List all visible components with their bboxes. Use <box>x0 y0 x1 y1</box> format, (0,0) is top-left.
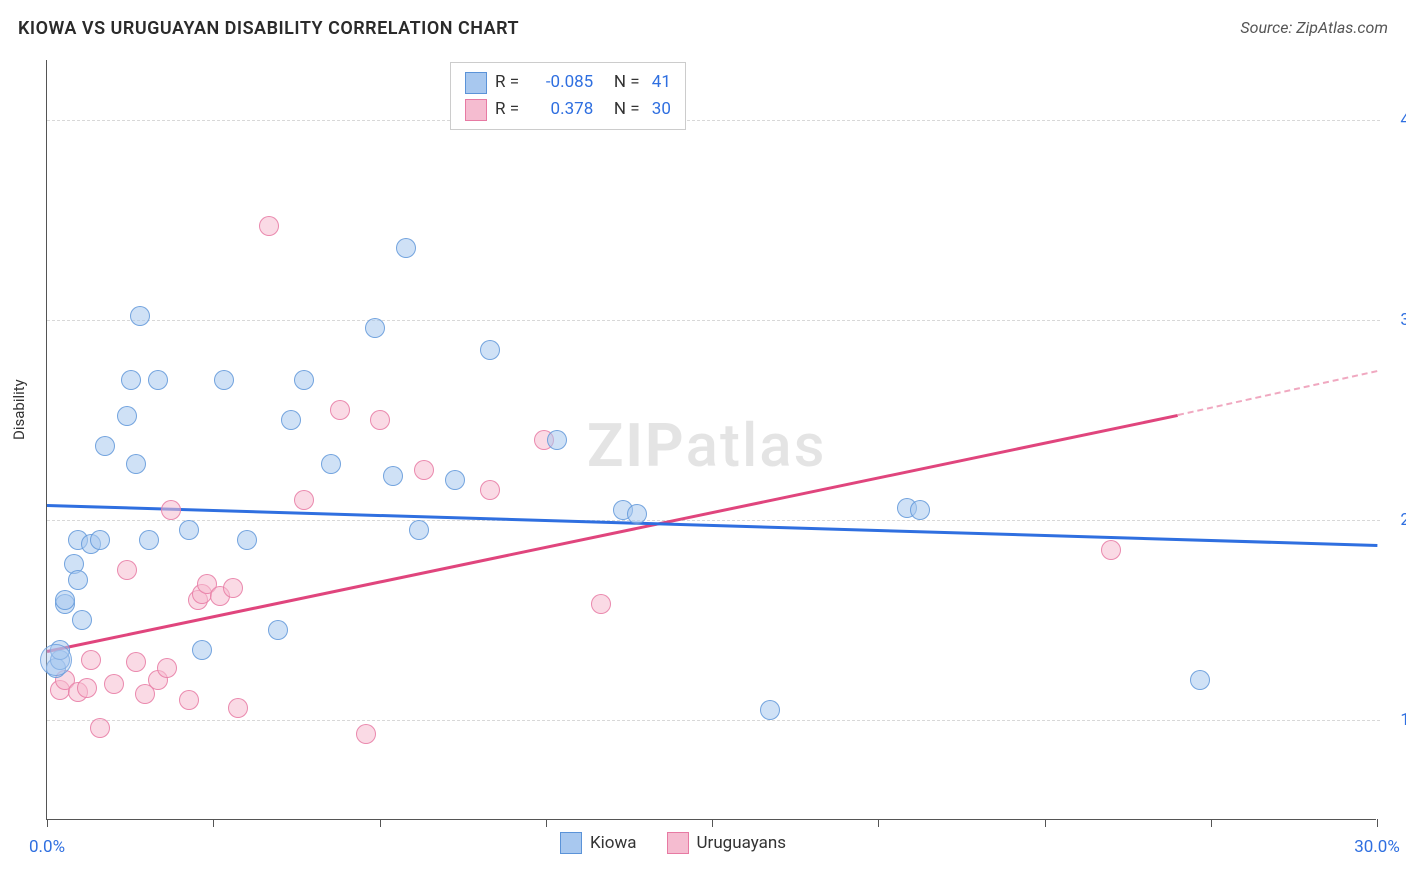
data-point-uruguayans <box>259 216 279 236</box>
x-tick-mark <box>213 819 214 827</box>
data-point-kiowa <box>179 520 199 540</box>
legend-swatch <box>465 72 487 94</box>
data-point-kiowa <box>480 340 500 360</box>
y-axis-label: Disability <box>10 379 28 440</box>
data-point-uruguayans <box>77 678 97 698</box>
x-tick-label: 30.0% <box>1354 837 1400 857</box>
y-tick-label: 40.0% <box>1386 110 1406 130</box>
x-tick-mark <box>47 819 48 827</box>
data-point-uruguayans <box>414 460 434 480</box>
x-tick-label: 0.0% <box>29 837 65 857</box>
data-point-kiowa <box>547 430 567 450</box>
data-point-kiowa <box>383 466 403 486</box>
data-point-kiowa <box>627 504 647 524</box>
legend-label: Kiowa <box>590 833 637 853</box>
data-point-uruguayans <box>370 410 390 430</box>
data-point-uruguayans <box>81 650 101 670</box>
data-point-kiowa <box>214 370 234 390</box>
data-point-uruguayans <box>90 718 110 738</box>
x-tick-mark <box>1377 819 1378 827</box>
gridline <box>47 120 1380 121</box>
data-point-uruguayans <box>179 690 199 710</box>
data-point-kiowa <box>409 520 429 540</box>
data-point-kiowa <box>55 590 75 610</box>
chart-header: KIOWA VS URUGUAYAN DISABILITY CORRELATIO… <box>18 18 1388 48</box>
data-point-uruguayans <box>126 652 146 672</box>
plot-area: ZIPatlas 10.0%20.0%30.0%40.0%0.0%30.0% <box>46 60 1376 820</box>
y-tick-label: 30.0% <box>1386 310 1406 330</box>
legend-swatch <box>560 832 582 854</box>
data-point-kiowa <box>1190 670 1210 690</box>
data-point-kiowa <box>294 370 314 390</box>
x-tick-mark <box>546 819 547 827</box>
data-point-kiowa <box>117 406 137 426</box>
data-point-uruguayans <box>480 480 500 500</box>
data-point-kiowa <box>148 370 168 390</box>
chart-title: KIOWA VS URUGUAYAN DISABILITY CORRELATIO… <box>18 18 519 39</box>
watermark: ZIPatlas <box>587 410 826 481</box>
data-point-kiowa <box>139 530 159 550</box>
data-point-kiowa <box>90 530 110 550</box>
data-point-kiowa <box>40 644 72 676</box>
x-tick-mark <box>1211 819 1212 827</box>
data-point-kiowa <box>365 318 385 338</box>
series-legend: Kiowa Uruguayans <box>560 832 786 854</box>
data-point-kiowa <box>281 410 301 430</box>
data-point-kiowa <box>95 436 115 456</box>
data-point-uruguayans <box>294 490 314 510</box>
data-point-kiowa <box>321 454 341 474</box>
data-point-kiowa <box>130 306 150 326</box>
data-point-uruguayans <box>117 560 137 580</box>
x-tick-mark <box>1045 819 1046 827</box>
data-point-uruguayans <box>228 698 248 718</box>
data-point-kiowa <box>126 454 146 474</box>
source-attribution: Source: ZipAtlas.com <box>1240 18 1388 37</box>
data-point-kiowa <box>72 610 92 630</box>
x-tick-mark <box>878 819 879 827</box>
gridline <box>47 720 1380 721</box>
stats-row: R = -0.085 N = 41 <box>465 69 671 96</box>
data-point-kiowa <box>192 640 212 660</box>
data-point-uruguayans <box>223 578 243 598</box>
legend-swatch <box>667 832 689 854</box>
data-point-uruguayans <box>330 400 350 420</box>
stats-row: R = 0.378 N = 30 <box>465 96 671 123</box>
y-tick-label: 10.0% <box>1386 710 1406 730</box>
data-point-uruguayans <box>104 674 124 694</box>
data-point-uruguayans <box>591 594 611 614</box>
data-point-uruguayans <box>157 658 177 678</box>
data-point-kiowa <box>237 530 257 550</box>
y-tick-label: 20.0% <box>1386 510 1406 530</box>
stats-legend: R = -0.085 N = 41R = 0.378 N = 30 <box>450 62 686 130</box>
data-point-kiowa <box>68 570 88 590</box>
data-point-kiowa <box>760 700 780 720</box>
data-point-kiowa <box>268 620 288 640</box>
data-point-kiowa <box>445 470 465 490</box>
data-point-kiowa <box>121 370 141 390</box>
x-tick-mark <box>712 819 713 827</box>
data-point-uruguayans <box>356 724 376 744</box>
data-point-uruguayans <box>161 500 181 520</box>
legend-item: Kiowa <box>560 832 637 854</box>
data-point-kiowa <box>396 238 416 258</box>
legend-label: Uruguayans <box>697 833 787 853</box>
legend-swatch <box>465 99 487 121</box>
gridline <box>47 520 1380 521</box>
legend-item: Uruguayans <box>667 832 787 854</box>
data-point-uruguayans <box>1101 540 1121 560</box>
trend-line <box>1177 370 1377 416</box>
data-point-kiowa <box>910 500 930 520</box>
gridline <box>47 320 1380 321</box>
x-tick-mark <box>380 819 381 827</box>
